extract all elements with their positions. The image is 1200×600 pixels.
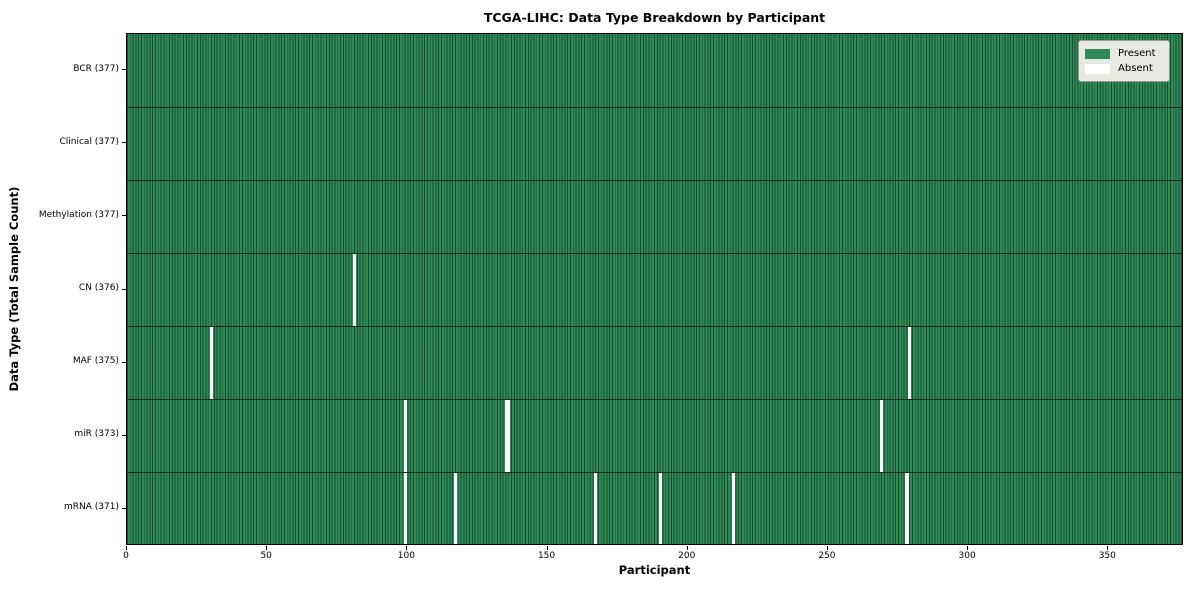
y-tick-mark <box>122 361 126 363</box>
y-tick-label: CN (376) <box>78 283 119 293</box>
y-tick-mark <box>122 215 126 217</box>
legend: Present Absent <box>1078 40 1170 82</box>
x-tick-mark <box>546 546 548 550</box>
x-tick-mark <box>967 546 969 550</box>
x-tick-mark <box>1107 546 1109 550</box>
absent-stripe <box>731 472 735 544</box>
absent-stripe <box>908 326 912 400</box>
row-separator <box>127 326 1182 328</box>
x-tick-label: 350 <box>1098 551 1116 561</box>
absent-stripe <box>353 253 357 327</box>
x-tick-label: 150 <box>537 551 556 561</box>
absent-stripe <box>403 472 407 544</box>
absent-stripe <box>210 326 214 400</box>
absent-stripe <box>905 472 909 544</box>
row-separator <box>127 472 1182 474</box>
absent-stripe <box>504 399 508 473</box>
chart-title: TCGA-LIHC: Data Type Breakdown by Partic… <box>483 10 826 25</box>
legend-entry: Present <box>1085 46 1162 61</box>
legend-swatch-absent <box>1085 63 1110 74</box>
absent-stripe <box>880 399 884 473</box>
x-tick-mark <box>686 546 688 550</box>
y-tick-mark <box>122 507 126 509</box>
absent-stripe <box>454 472 458 544</box>
plot-area <box>126 33 1183 545</box>
row-separator <box>127 179 1182 181</box>
x-tick-mark <box>826 546 828 550</box>
x-axis-label: Participant <box>618 563 691 577</box>
y-tick-label: MAF (375) <box>72 356 119 367</box>
x-tick-mark <box>406 546 408 550</box>
y-tick-mark <box>122 288 126 290</box>
y-tick-label: mRNA (371) <box>64 502 119 513</box>
x-tick-label: 300 <box>958 551 976 561</box>
legend-swatch-present <box>1085 48 1110 59</box>
x-tick-label: 100 <box>397 551 415 561</box>
x-tick-mark <box>126 546 127 550</box>
y-tick-label: Methylation (377) <box>38 209 119 220</box>
legend-entry: Absent <box>1085 61 1162 76</box>
absent-stripe <box>594 472 598 544</box>
x-tick-label: 200 <box>678 551 696 561</box>
absent-stripe <box>658 472 662 544</box>
x-tick-label: 250 <box>818 551 836 561</box>
y-tick-mark <box>122 434 126 436</box>
legend-label: Absent <box>1118 63 1153 74</box>
row-separator <box>127 399 1182 401</box>
row-separator <box>127 106 1182 108</box>
y-tick-mark <box>122 142 126 144</box>
y-tick-label: miR (373) <box>74 429 119 440</box>
x-tick-label: 50 <box>260 551 272 561</box>
absent-stripe <box>507 399 511 473</box>
y-tick-label: Clinical (377) <box>59 136 119 147</box>
row-separator <box>127 252 1182 254</box>
legend-label: Present <box>1118 48 1156 59</box>
absent-stripe <box>403 399 407 473</box>
y-tick-label: BCR (377) <box>73 63 119 74</box>
y-tick-mark <box>122 69 126 71</box>
x-tick-mark <box>266 546 268 550</box>
x-tick-label: 0 <box>123 551 129 561</box>
